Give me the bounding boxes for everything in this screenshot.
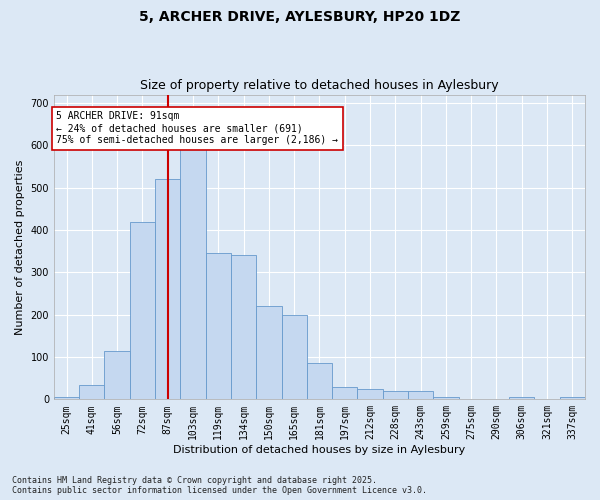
Bar [256, 306, 281, 400]
Bar [206, 254, 231, 400]
Bar [509, 397, 535, 400]
Bar [358, 389, 383, 400]
Bar [408, 391, 433, 400]
Bar [383, 391, 408, 400]
Bar [79, 384, 104, 400]
X-axis label: Distribution of detached houses by size in Aylesbury: Distribution of detached houses by size … [173, 445, 466, 455]
Bar [130, 222, 155, 400]
Bar [231, 256, 256, 400]
Bar [181, 132, 206, 400]
Bar [281, 314, 307, 400]
Text: 5 ARCHER DRIVE: 91sqm
← 24% of detached houses are smaller (691)
75% of semi-det: 5 ARCHER DRIVE: 91sqm ← 24% of detached … [56, 112, 338, 144]
Text: Contains HM Land Registry data © Crown copyright and database right 2025.
Contai: Contains HM Land Registry data © Crown c… [12, 476, 427, 495]
Bar [104, 350, 130, 400]
Bar [560, 397, 585, 400]
Bar [54, 397, 79, 400]
Bar [155, 179, 181, 400]
Title: Size of property relative to detached houses in Aylesbury: Size of property relative to detached ho… [140, 79, 499, 92]
Text: 5, ARCHER DRIVE, AYLESBURY, HP20 1DZ: 5, ARCHER DRIVE, AYLESBURY, HP20 1DZ [139, 10, 461, 24]
Bar [433, 397, 458, 400]
Bar [332, 386, 358, 400]
Y-axis label: Number of detached properties: Number of detached properties [15, 160, 25, 334]
Bar [307, 364, 332, 400]
